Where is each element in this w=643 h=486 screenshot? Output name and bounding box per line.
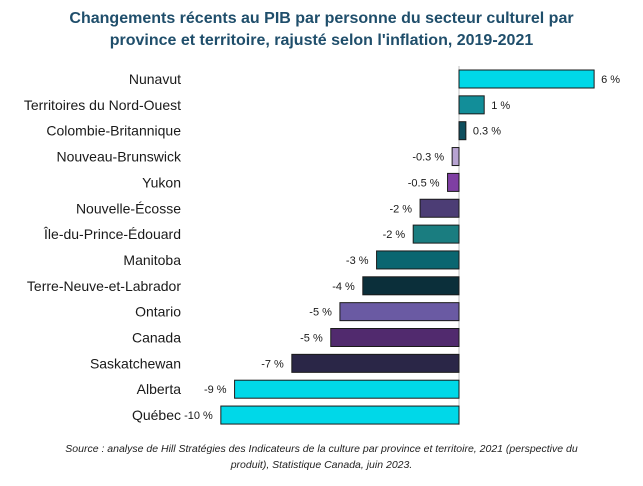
bar bbox=[362, 276, 460, 296]
data-label: -5 % bbox=[309, 307, 332, 319]
category-label: Nouvelle-Écosse bbox=[76, 200, 181, 216]
data-label: 1 % bbox=[491, 100, 510, 112]
bar bbox=[458, 95, 485, 115]
bar bbox=[339, 302, 460, 322]
data-label: -3 % bbox=[346, 255, 369, 267]
category-label: Yukon bbox=[142, 174, 181, 190]
data-label: 6 % bbox=[601, 74, 620, 86]
category-label: Nunavut bbox=[129, 71, 181, 87]
category-label: Territoires du Nord-Ouest bbox=[24, 97, 181, 113]
data-label: -5 % bbox=[300, 333, 323, 345]
data-label: -9 % bbox=[204, 384, 227, 396]
bar bbox=[458, 121, 467, 141]
category-label: Canada bbox=[132, 330, 181, 346]
data-label: -2 % bbox=[389, 203, 412, 215]
category-label: Île-du-Prince-Édouard bbox=[43, 226, 181, 242]
bar bbox=[419, 198, 460, 218]
bar bbox=[458, 69, 595, 89]
bar bbox=[291, 353, 460, 373]
category-label: Terre-Neuve-et-Labrador bbox=[27, 278, 181, 294]
bar bbox=[376, 250, 460, 270]
chart-title-line-2: province et territoire, rajusté selon l'… bbox=[109, 32, 534, 49]
category-label: Alberta bbox=[137, 381, 182, 397]
category-label: Colombie-Britannique bbox=[46, 123, 181, 139]
bar bbox=[451, 147, 460, 167]
data-label: -0.5 % bbox=[408, 177, 440, 189]
data-label: -7 % bbox=[261, 358, 284, 370]
chart-source-note: Source : analyse de Hill Stratégies des … bbox=[20, 441, 623, 473]
data-label: -0.3 % bbox=[412, 152, 444, 164]
category-label: Manitoba bbox=[123, 252, 181, 268]
bar bbox=[234, 379, 460, 399]
chart-source-line-1: Source : analyse de Hill Stratégies des … bbox=[65, 443, 578, 455]
chart-source-line-2: produit), Statistique Canada, juin 2023. bbox=[230, 459, 413, 471]
category-label: Saskatchewan bbox=[90, 355, 181, 371]
category-label: Québec bbox=[132, 407, 181, 423]
bar bbox=[412, 224, 460, 244]
data-label: -2 % bbox=[383, 229, 406, 241]
bar bbox=[220, 405, 460, 425]
bar bbox=[447, 172, 460, 192]
data-label: -4 % bbox=[332, 281, 355, 293]
chart-title: Changements récents au PIB par personne … bbox=[20, 8, 623, 52]
data-label: -10 % bbox=[184, 410, 213, 422]
category-label: Nouveau-Brunswick bbox=[57, 149, 182, 165]
chart-title-line-1: Changements récents au PIB par personne … bbox=[69, 10, 574, 27]
data-label: 0.3 % bbox=[473, 126, 501, 138]
bar bbox=[330, 328, 460, 347]
category-label: Ontario bbox=[135, 304, 181, 320]
